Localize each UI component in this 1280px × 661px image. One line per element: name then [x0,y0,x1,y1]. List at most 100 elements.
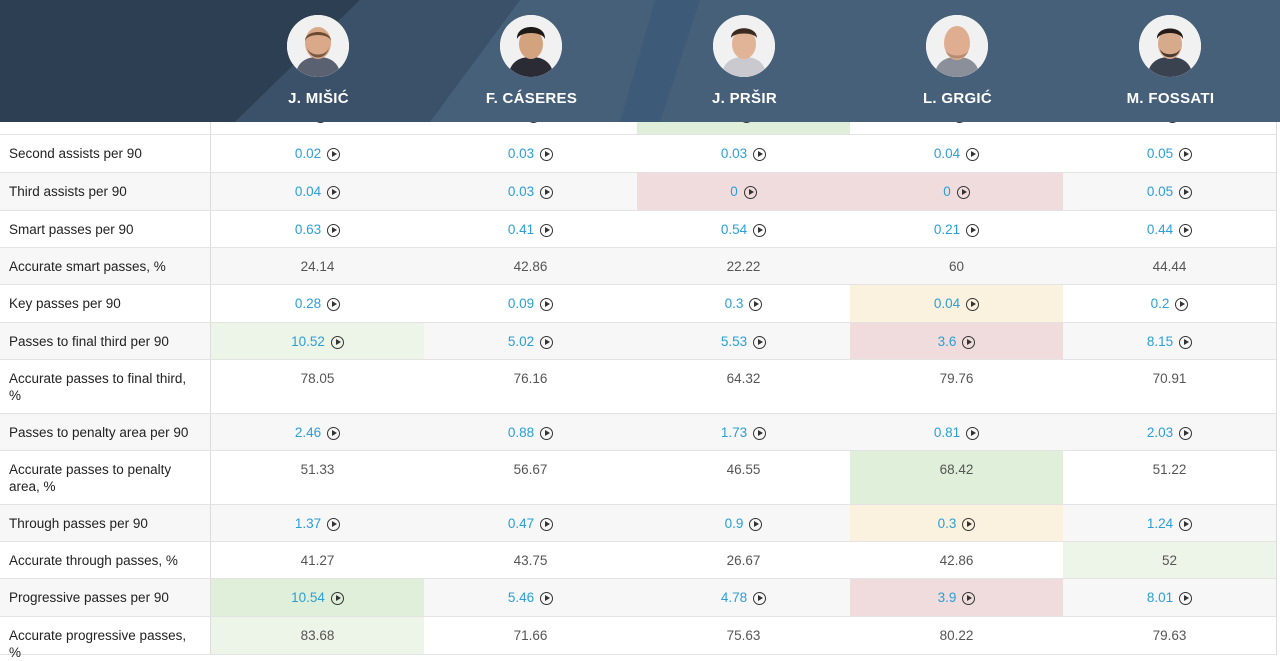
stat-cell[interactable]: 0.04 [850,285,1063,322]
stat-cell[interactable]: 5.46 [424,579,637,616]
play-video-icon[interactable] [962,336,976,349]
stat-cell[interactable]: 0.2 [1063,285,1276,322]
stat-value[interactable]: 0.04 [933,296,961,311]
stat-value[interactable]: 0.9 [724,516,744,531]
player-column-5[interactable]: M. FOSSATI [1064,0,1277,122]
stat-cell[interactable]: 0.81 [850,414,1063,450]
stat-value[interactable]: 4.78 [720,590,748,605]
play-video-icon[interactable] [966,224,980,237]
play-video-icon[interactable] [327,224,341,237]
stat-cell[interactable]: 0.88 [424,414,637,450]
play-video-icon[interactable] [540,148,554,161]
stat-value[interactable]: 0.2 [1150,296,1170,311]
stat-cell[interactable]: 0.04 [850,135,1063,172]
play-video-icon[interactable] [962,518,976,531]
stat-value[interactable]: 2.46 [294,425,322,440]
play-video-icon[interactable] [749,518,763,531]
stat-cell[interactable]: 1.37 [211,505,424,541]
stat-value[interactable]: 5.02 [507,334,535,349]
play-video-icon[interactable] [753,148,767,161]
stat-value[interactable]: 10.54 [291,590,325,605]
play-video-icon[interactable] [540,592,554,605]
play-video-icon[interactable] [327,148,341,161]
stat-value[interactable]: 3.9 [937,590,957,605]
play-video-icon[interactable] [327,186,341,199]
play-video-icon[interactable] [753,224,767,237]
stat-value[interactable]: 2.03 [1146,425,1174,440]
stat-value[interactable]: 0.88 [507,425,535,440]
play-video-icon[interactable] [540,224,554,237]
stat-cell[interactable]: 0.28 [211,285,424,322]
play-video-icon[interactable] [1175,298,1189,311]
stat-value[interactable]: 0.03 [507,146,535,161]
stat-cell[interactable]: 1.24 [1063,505,1276,541]
stat-value[interactable]: 1.24 [1146,516,1174,531]
play-video-icon[interactable] [327,518,341,531]
play-video-icon[interactable] [330,592,344,605]
stat-value[interactable]: 1.73 [720,425,748,440]
stat-value[interactable]: 0.04 [933,146,961,161]
stat-cell[interactable]: 0.09 [424,285,637,322]
stat-value[interactable]: 10.52 [291,334,325,349]
stat-value[interactable]: 0.03 [720,146,748,161]
stat-cell[interactable]: 1.73 [637,414,850,450]
play-video-icon[interactable] [327,298,341,311]
play-video-icon[interactable] [749,298,763,311]
play-video-icon[interactable] [1179,518,1193,531]
stat-cell[interactable]: 0.05 [1063,173,1276,210]
play-video-icon[interactable] [956,186,970,199]
stat-value[interactable]: 0 [730,184,738,199]
player-column-2[interactable]: F. CÁSERES [425,0,638,122]
play-video-icon[interactable] [966,148,980,161]
play-video-icon[interactable] [743,186,757,199]
stat-cell[interactable]: 5.53 [637,323,850,359]
player-column-4[interactable]: L. GRGIĆ [851,0,1064,122]
stat-value[interactable]: 0.09 [507,296,535,311]
stat-value[interactable]: 8.15 [1146,334,1174,349]
stat-value[interactable]: 0.03 [507,184,535,199]
stat-value[interactable]: 0.54 [720,222,748,237]
stat-value[interactable]: 0.81 [933,425,961,440]
stat-cell[interactable]: 0.44 [1063,211,1276,247]
play-video-icon[interactable] [966,427,980,440]
stat-cell[interactable]: 5.02 [424,323,637,359]
stat-value[interactable]: 0.28 [294,296,322,311]
play-video-icon[interactable] [1179,336,1193,349]
stat-cell[interactable]: 0.3 [850,505,1063,541]
play-video-icon[interactable] [1179,148,1193,161]
play-video-icon[interactable] [540,336,554,349]
stat-value[interactable]: 5.46 [507,590,535,605]
stat-cell[interactable]: 0.3 [637,285,850,322]
play-video-icon[interactable] [966,298,980,311]
stat-cell[interactable]: 0.04 [211,173,424,210]
stat-cell[interactable]: 0 [637,173,850,210]
stat-value[interactable]: 0.05 [1146,184,1174,199]
stat-value[interactable]: 5.53 [720,334,748,349]
stat-cell[interactable]: 0.03 [424,135,637,172]
stat-value[interactable]: 1.37 [294,516,322,531]
stat-value[interactable]: 0.3 [724,296,744,311]
stat-cell[interactable]: 2.03 [1063,414,1276,450]
stat-cell[interactable]: 3.9 [850,579,1063,616]
play-video-icon[interactable] [1179,592,1193,605]
stat-value[interactable]: 0.04 [294,184,322,199]
player-column-1[interactable]: J. MIŠIĆ [212,0,425,122]
play-video-icon[interactable] [327,427,341,440]
play-video-icon[interactable] [962,592,976,605]
stat-cell[interactable]: 8.15 [1063,323,1276,359]
stat-value[interactable]: 0.02 [294,146,322,161]
stat-cell[interactable]: 0.03 [637,135,850,172]
stat-value[interactable]: 0 [943,184,951,199]
stat-cell[interactable]: 8.01 [1063,579,1276,616]
stat-cell[interactable]: 3.6 [850,323,1063,359]
stat-value[interactable]: 8.01 [1146,590,1174,605]
stat-cell[interactable]: 0.21 [850,211,1063,247]
stat-cell[interactable]: 4.78 [637,579,850,616]
stat-cell[interactable]: 0.03 [424,173,637,210]
stat-cell[interactable]: 10.52 [211,323,424,359]
stat-value[interactable]: 0.21 [933,222,961,237]
stat-value[interactable]: 0.3 [937,516,957,531]
play-video-icon[interactable] [540,298,554,311]
stat-cell[interactable]: 0.9 [637,505,850,541]
play-video-icon[interactable] [540,518,554,531]
